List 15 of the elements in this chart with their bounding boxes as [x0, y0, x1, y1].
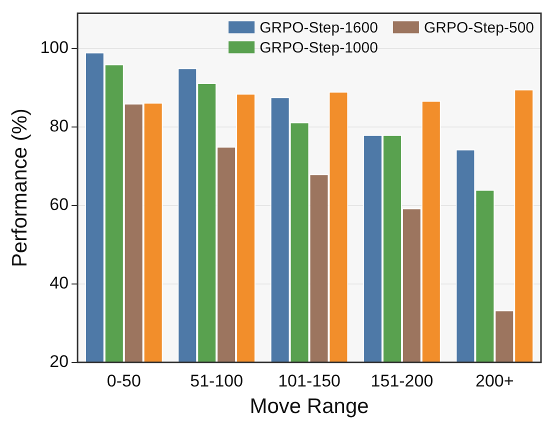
y-tick-label: 40	[50, 274, 69, 293]
y-axis-title: Performance (%)	[8, 108, 32, 268]
x-axis-title: Move Range	[250, 395, 369, 418]
y-tick-label: 100	[40, 38, 69, 58]
y-tick-label: 20	[50, 352, 69, 372]
y-tick-label: 80	[50, 116, 69, 136]
legend-label: GRPO-Step-1000	[260, 39, 378, 56]
legend-label: GRPO-Step-500	[424, 19, 534, 36]
legend-label: GRPO-Step-1600	[260, 19, 378, 36]
y-tick-label: 60	[50, 195, 69, 214]
x-tick-label: 51-100	[190, 371, 244, 390]
x-tick-label: 200+	[476, 371, 514, 390]
x-tick-label: 101-150	[278, 371, 340, 390]
x-tick-label: 151-200	[370, 371, 434, 390]
x-tick-label: 0-50	[106, 371, 141, 390]
